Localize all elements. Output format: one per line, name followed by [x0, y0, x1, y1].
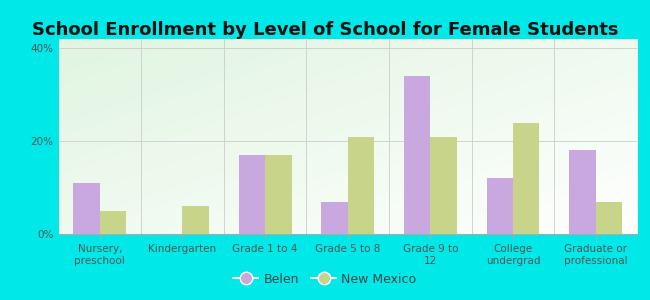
Bar — [569, 150, 595, 234]
Bar — [513, 123, 540, 234]
Bar — [73, 183, 100, 234]
Bar — [183, 206, 209, 234]
Bar — [404, 76, 430, 234]
Bar — [239, 155, 265, 234]
Bar — [265, 155, 292, 234]
Bar — [100, 211, 126, 234]
Bar — [595, 202, 622, 234]
Bar — [348, 136, 374, 234]
Bar — [487, 178, 513, 234]
Bar — [430, 136, 457, 234]
Text: School Enrollment by Level of School for Female Students: School Enrollment by Level of School for… — [32, 21, 618, 39]
Legend: Belen, New Mexico: Belen, New Mexico — [228, 268, 422, 291]
Bar — [321, 202, 348, 234]
